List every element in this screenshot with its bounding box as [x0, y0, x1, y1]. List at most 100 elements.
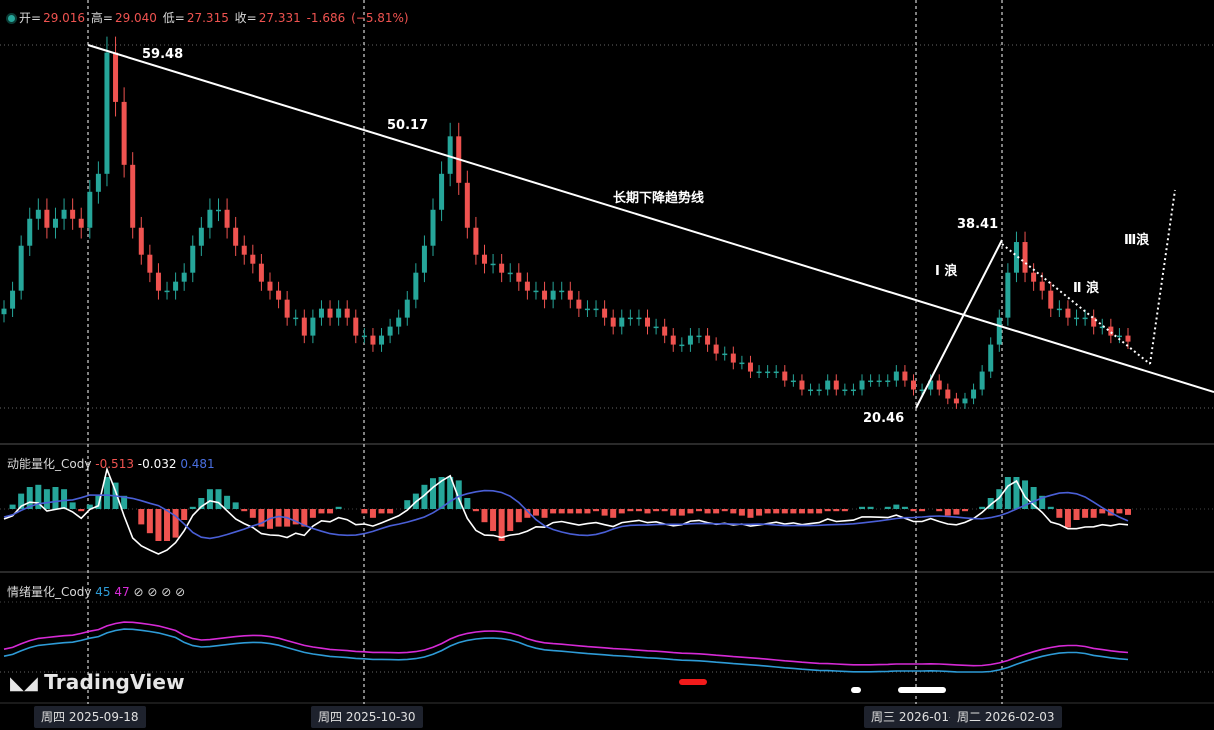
- candle: [645, 317, 651, 327]
- sentiment-title[interactable]: 情绪量化_Cody: [7, 585, 92, 599]
- momentum-bar: [1082, 509, 1089, 518]
- momentum-bar: [524, 509, 531, 518]
- momentum-bar: [558, 509, 565, 514]
- candle: [1091, 317, 1097, 327]
- candle: [481, 254, 487, 264]
- candle: [121, 101, 127, 165]
- candle: [310, 317, 316, 336]
- momentum-bar: [996, 489, 1003, 509]
- candle: [902, 371, 908, 381]
- x-label-4: 周二 2026-02-03: [950, 706, 1062, 728]
- momentum-bar: [69, 502, 76, 509]
- candle: [842, 389, 848, 392]
- momentum-bar: [335, 506, 342, 509]
- candle: [893, 371, 899, 381]
- label-low: 20.46: [863, 411, 905, 426]
- sentiment-icon-2[interactable]: ⊘: [147, 585, 158, 599]
- candle: [464, 182, 470, 228]
- wave-2-line: [1001, 243, 1151, 365]
- candle: [387, 326, 393, 336]
- candle: [816, 389, 822, 392]
- momentum-bar: [936, 509, 943, 512]
- momentum-pane: [3, 466, 1131, 555]
- candle: [705, 335, 711, 345]
- sentiment-icon-4[interactable]: ⊘: [175, 585, 186, 599]
- candle: [1056, 308, 1062, 311]
- momentum-bar: [790, 509, 797, 514]
- candle: [1099, 326, 1105, 329]
- momentum-title[interactable]: 动能量化_Cody: [7, 457, 92, 471]
- momentum-bar: [309, 509, 316, 518]
- candle: [739, 362, 745, 365]
- tradingview-icon: ◣◢: [10, 673, 39, 694]
- candle: [619, 317, 625, 327]
- candle: [1125, 335, 1131, 342]
- momentum-bar: [979, 506, 986, 509]
- momentum-bar: [1073, 509, 1080, 520]
- candle: [859, 380, 865, 390]
- momentum-bar: [1030, 487, 1037, 509]
- candle: [825, 380, 831, 390]
- open-value: 29.016: [43, 11, 86, 25]
- label-wave-3: Ⅲ浪: [1124, 233, 1150, 248]
- momentum-bar: [687, 509, 694, 514]
- candle: [1, 308, 7, 315]
- candle: [1074, 317, 1080, 320]
- momentum-bar: [1116, 509, 1123, 514]
- candle: [430, 209, 436, 246]
- candle: [1116, 335, 1122, 338]
- candle: [945, 389, 951, 399]
- label-peak-3: 38.41: [957, 217, 999, 232]
- momentum-bar: [43, 489, 50, 509]
- momentum-bar: [35, 484, 42, 509]
- candle: [670, 335, 676, 345]
- candle: [499, 263, 505, 273]
- momentum-bar: [618, 509, 625, 514]
- label-wave-1: Ⅰ 浪: [935, 264, 958, 279]
- candle: [679, 344, 685, 347]
- momentum-bar: [901, 506, 908, 509]
- candle: [885, 380, 891, 383]
- candle: [576, 299, 582, 309]
- candle: [87, 191, 93, 228]
- candle: [147, 254, 153, 273]
- candle: [713, 344, 719, 354]
- candle: [773, 371, 779, 374]
- candle: [516, 272, 522, 282]
- candle: [962, 398, 968, 404]
- momentum-bar: [730, 509, 737, 514]
- momentum-bar: [944, 509, 951, 516]
- momentum-bar: [841, 509, 848, 512]
- momentum-bar: [721, 509, 728, 512]
- momentum-bar: [258, 509, 265, 527]
- candle: [602, 308, 608, 318]
- candle: [928, 380, 934, 390]
- momentum-bar: [756, 509, 763, 516]
- candle: [979, 371, 985, 390]
- candle: [421, 245, 427, 273]
- change-value: -1.686: [306, 11, 346, 25]
- momentum-bar: [867, 506, 874, 509]
- candle: [52, 218, 58, 228]
- candle: [396, 317, 402, 327]
- momentum-bar: [807, 509, 814, 514]
- momentum-bar: [224, 495, 231, 509]
- candle: [241, 245, 247, 255]
- candle: [370, 335, 376, 345]
- wave-1-line: [915, 239, 1003, 409]
- sentiment-icon-1[interactable]: ⊘: [133, 585, 144, 599]
- candle: [971, 389, 977, 399]
- momentum-v3: 0.481: [180, 457, 215, 471]
- candle: [636, 317, 642, 320]
- sentiment-icon-3[interactable]: ⊘: [161, 585, 172, 599]
- momentum-bar: [301, 509, 308, 527]
- candle: [687, 335, 693, 345]
- candle: [782, 371, 788, 381]
- label-trend: 长期下降趋势线: [613, 191, 705, 206]
- candle: [1082, 317, 1088, 320]
- sentiment-line-1: [3, 628, 1129, 673]
- momentum-bar: [292, 509, 299, 525]
- candle: [447, 136, 453, 174]
- momentum-bar: [378, 509, 385, 514]
